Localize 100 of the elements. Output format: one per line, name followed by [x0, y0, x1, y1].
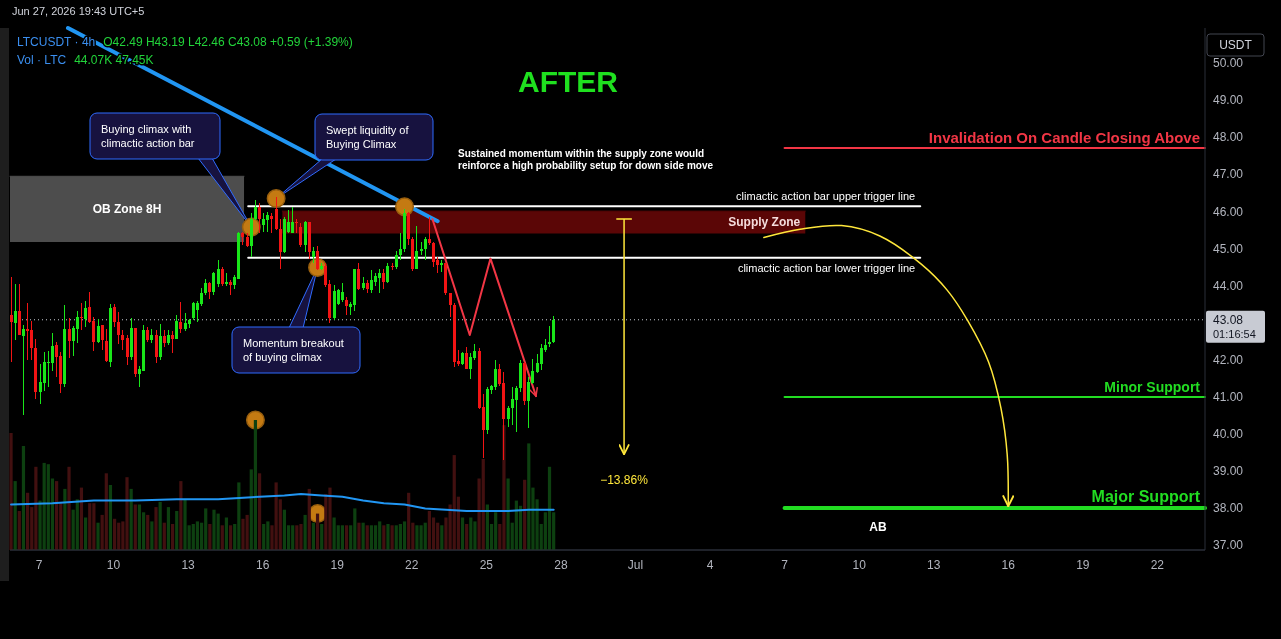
candlestick [80, 303, 83, 331]
y-tick-label: 38.00 [1213, 501, 1244, 516]
x-tick-label: 10 [106, 558, 121, 572]
bar [303, 514, 307, 550]
bar [299, 524, 303, 550]
text: 01:16:54 [1213, 327, 1256, 340]
x-tick-label: 10 [852, 558, 867, 572]
y-tick-label: 48.00 [1213, 130, 1244, 145]
bar [378, 521, 382, 550]
bar [473, 521, 477, 550]
candlestick [378, 269, 381, 294]
y-tick-label: 50.00 [1213, 56, 1244, 71]
bar [208, 524, 212, 550]
annotation: O42.49 H43.19 L42.46 C43.08 +0.59 (+1.39%) [103, 35, 353, 49]
y-tick-label: 46.00 [1213, 204, 1244, 219]
bar [369, 525, 373, 550]
bar [291, 525, 295, 550]
bar [204, 508, 208, 550]
bar [547, 466, 552, 550]
bar [382, 525, 386, 550]
bar [427, 511, 431, 550]
y-tick-label: 44.00 [1213, 278, 1244, 293]
x-tick-label: 7 [35, 558, 43, 572]
bar [34, 466, 38, 550]
series-label: climactic action bar upper trigger line [736, 190, 916, 203]
annotation: Buying climax with climactic action bar [101, 123, 195, 149]
point [266, 189, 286, 209]
bar [266, 521, 270, 550]
bar [465, 524, 469, 550]
bar [415, 525, 419, 550]
bar [257, 473, 262, 550]
bar [46, 464, 50, 550]
bar [183, 499, 187, 550]
bar [13, 481, 17, 550]
x-tick-label: 13 [181, 558, 196, 572]
x-tick-label: 7 [781, 558, 789, 572]
ref-line-label: 43.08 [1213, 312, 1244, 327]
bar [170, 524, 175, 550]
bar [175, 511, 179, 550]
candlestick [22, 325, 25, 416]
bar [154, 507, 158, 550]
bar [150, 521, 154, 550]
bar [9, 433, 13, 550]
bar [373, 525, 378, 550]
bar [365, 525, 369, 550]
x-tick-label: 25 [479, 558, 494, 572]
bar [527, 443, 531, 550]
series-label: Major Support [1091, 488, 1201, 506]
y-tick-label: 41.00 [1213, 389, 1244, 404]
bar [311, 522, 316, 550]
x-tick-label: 16 [1001, 558, 1016, 572]
bar [195, 521, 200, 550]
bar [220, 525, 224, 550]
annotation: Swept liquidity of Buying Climax [326, 124, 410, 150]
text: AFTER [518, 65, 619, 98]
y-tick-label: 37.00 [1213, 538, 1244, 553]
bar [274, 482, 278, 550]
bar [228, 525, 233, 550]
annotation: AB [869, 520, 887, 534]
bar [21, 446, 26, 550]
bar [245, 514, 249, 550]
bar [212, 509, 216, 550]
bar [282, 509, 287, 550]
bar [166, 507, 171, 550]
bar [344, 525, 349, 550]
bar [502, 425, 506, 550]
bar [328, 487, 332, 550]
bar [436, 522, 440, 550]
series-label: Minor Support [1104, 378, 1201, 395]
y-tick-label: 49.00 [1213, 93, 1244, 108]
annotation: Momentum breakout of buying climax [243, 337, 344, 363]
bar [394, 525, 398, 550]
text: Jun 27, 2026 19:43 UTC+5 [12, 5, 145, 17]
bar [55, 481, 59, 550]
bar [92, 503, 96, 550]
chart-title: Vol · LTC [17, 53, 67, 67]
bar [96, 522, 100, 550]
bar [353, 508, 357, 550]
bar [162, 522, 166, 550]
bar [361, 522, 365, 550]
bar [88, 503, 92, 550]
y-axis-title: USDT [1219, 38, 1253, 52]
x-tick-label: 16 [255, 558, 270, 572]
bar [452, 455, 456, 550]
bar [17, 511, 21, 550]
series-label: climactic action bar lower trigger line [737, 261, 916, 274]
x-tick-label: Jul [627, 558, 644, 572]
x-tick-label: 22 [1150, 558, 1165, 572]
bar [398, 524, 402, 550]
bar [423, 522, 427, 550]
bar [191, 524, 195, 550]
candlestick [440, 260, 443, 272]
bar [253, 420, 258, 550]
annotation: Supply Zone [728, 215, 801, 230]
bar [340, 525, 345, 550]
bar [179, 481, 183, 550]
bar [262, 524, 266, 550]
x-tick-label: 22 [405, 558, 419, 572]
annotation: −13.86% [600, 473, 649, 487]
bar [117, 522, 121, 550]
